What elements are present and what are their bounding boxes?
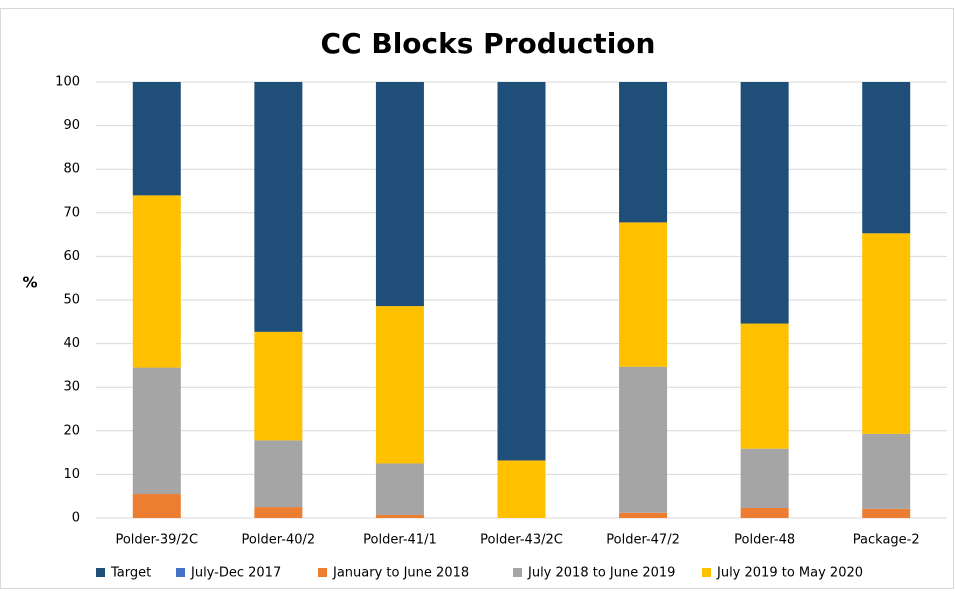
legend-label: January to June 2018 [332, 566, 469, 581]
bar-segment [254, 440, 303, 508]
legend-label: Target [110, 566, 151, 581]
x-tick-label: Polder-47/2 [606, 533, 680, 548]
x-tick-label: Polder-48 [734, 533, 795, 548]
bar-segment [619, 512, 668, 518]
bar-segment [254, 507, 303, 518]
legend-swatch [513, 568, 522, 577]
bar-segment [740, 82, 789, 324]
bar-segment [132, 367, 181, 495]
bar-segment [375, 306, 424, 464]
x-tick-label: Polder-41/1 [363, 533, 437, 548]
bar-segment [132, 82, 181, 196]
x-tick-label: Package-2 [853, 533, 920, 548]
y-tick-label: 40 [63, 336, 80, 351]
y-tick-label: 20 [63, 423, 80, 438]
bar-segment [862, 433, 911, 509]
bar-segment [862, 508, 911, 518]
x-tick-label: Polder-43/2C [480, 533, 563, 548]
legend-label: July 2018 to June 2019 [527, 566, 675, 581]
bar-segment [132, 494, 181, 518]
legend-swatch [702, 568, 711, 577]
bar-segment [619, 82, 668, 223]
bar-segment [740, 323, 789, 449]
y-axis-label: % [22, 274, 37, 292]
y-tick-label: 0 [72, 511, 80, 526]
bar-segment [497, 460, 546, 518]
legend-label: July 2019 to May 2020 [716, 566, 863, 581]
chart-title: CC Blocks Production [321, 27, 656, 60]
y-tick-label: 30 [63, 380, 80, 395]
legend-swatch [96, 568, 105, 577]
bar-segment [254, 331, 303, 441]
y-tick-label: 100 [55, 75, 80, 90]
bar-segment [862, 233, 911, 434]
y-tick-label: 50 [63, 293, 80, 308]
bar-segment [375, 82, 424, 307]
y-tick-label: 80 [63, 162, 80, 177]
bar-segment [132, 195, 181, 368]
legend-swatch [176, 568, 185, 577]
bar-segment [740, 507, 789, 518]
bar-segment [740, 448, 789, 508]
y-tick-label: 70 [63, 205, 80, 220]
bar-segment [619, 222, 668, 367]
chart-border [0, 8, 954, 589]
y-tick-label: 90 [63, 118, 80, 133]
legend-swatch [318, 568, 327, 577]
y-tick-label: 60 [63, 249, 80, 264]
x-tick-label: Polder-39/2C [115, 533, 198, 548]
bar-segment [862, 82, 911, 234]
bar-segment [254, 82, 303, 332]
bar-segment [375, 514, 424, 518]
x-tick-label: Polder-40/2 [242, 533, 316, 548]
legend-label: July-Dec 2017 [190, 566, 281, 581]
bar-segment [375, 463, 424, 515]
y-tick-label: 10 [63, 467, 80, 482]
bar-segment [619, 366, 668, 513]
bar-segment [497, 82, 546, 461]
